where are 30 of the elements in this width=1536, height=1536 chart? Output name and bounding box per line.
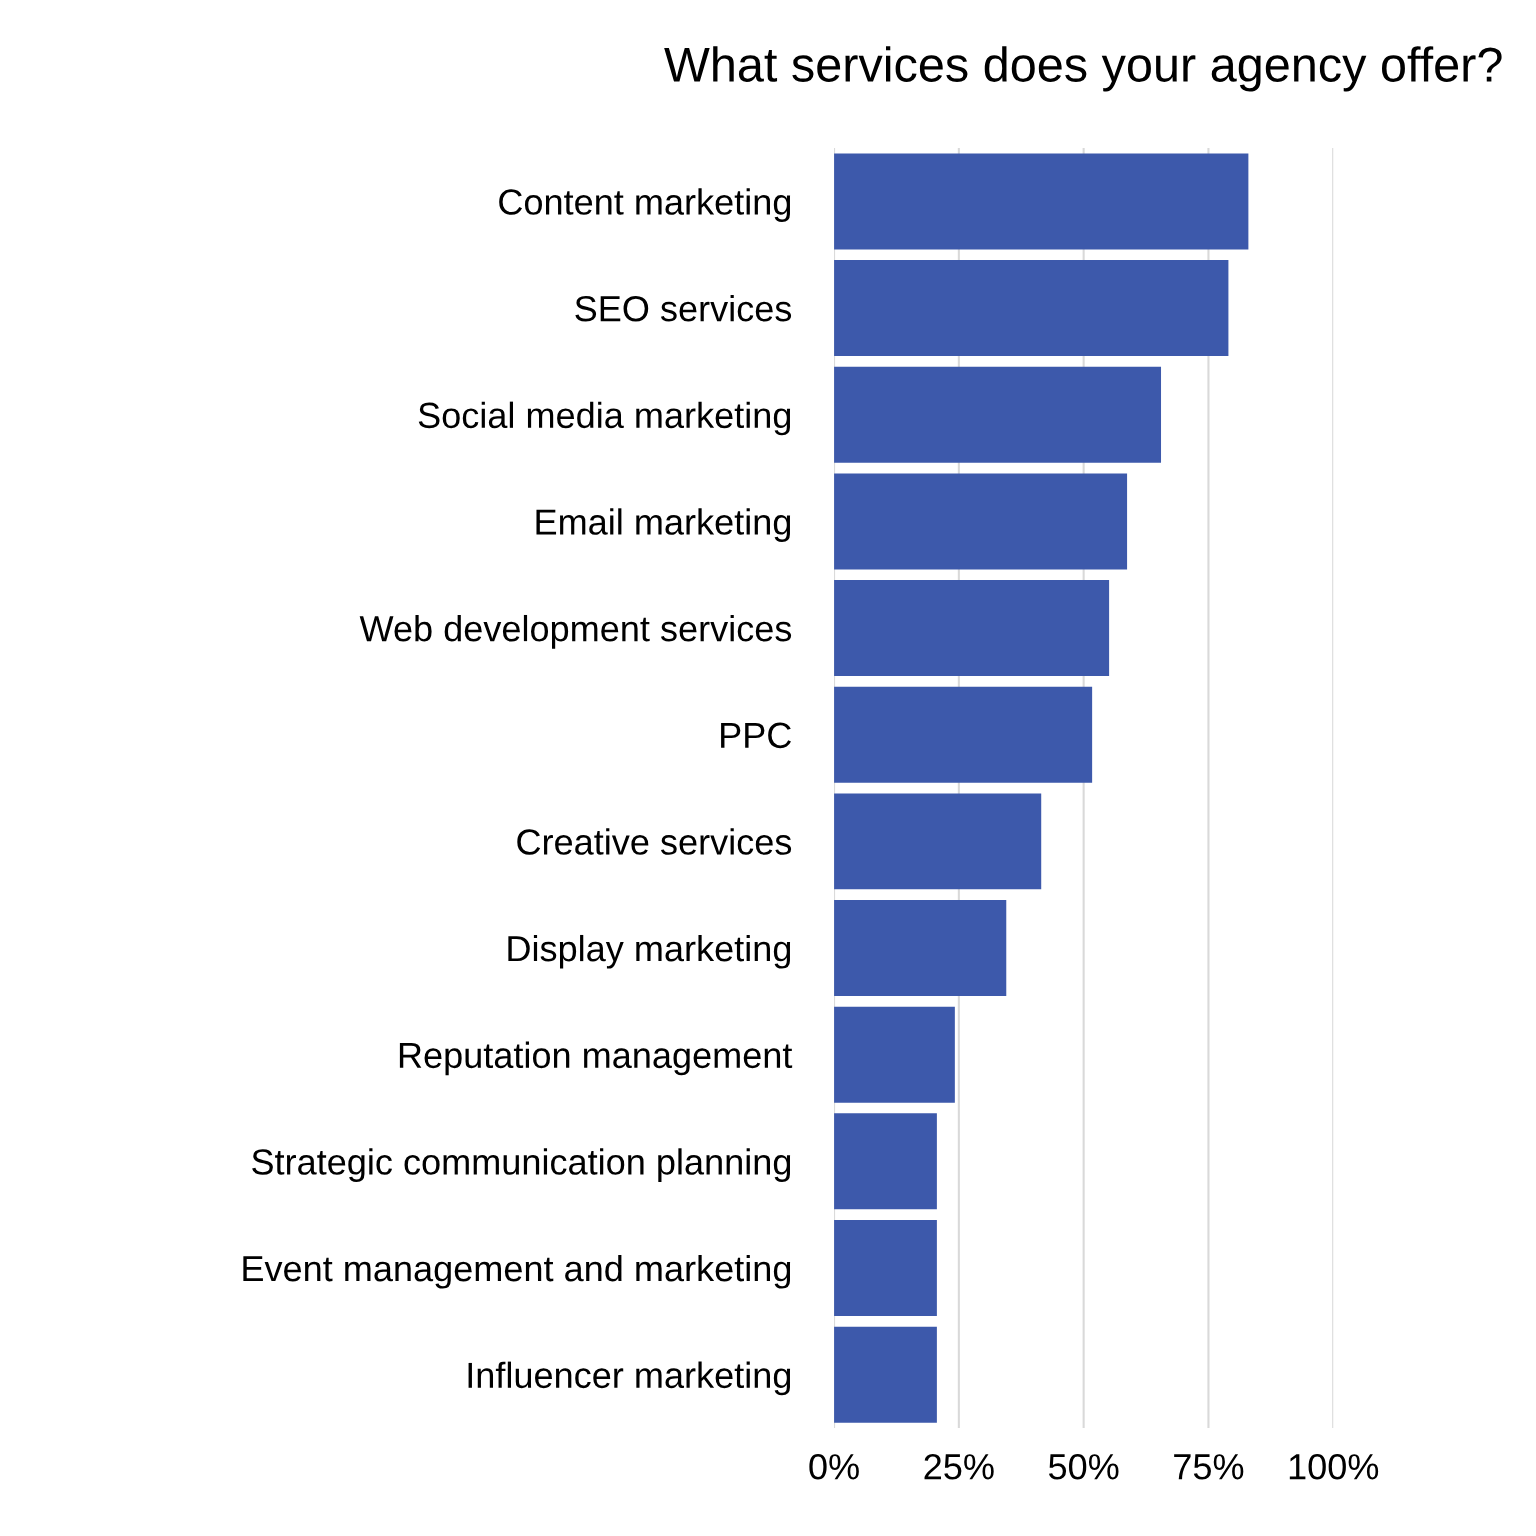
x-tick-label: 25% [924, 1453, 994, 1480]
chart-title: What services does your agency offer? [664, 46, 1502, 92]
y-tick-label: Display marketing [508, 934, 791, 969]
y-tick-label: Reputation management [399, 1041, 793, 1076]
bar [834, 1220, 937, 1317]
y-tick-label: Social media marketing [418, 401, 791, 436]
bar [834, 366, 1162, 463]
x-tick-label: 50% [1048, 1453, 1119, 1480]
y-tick-label: Creative services [517, 828, 792, 855]
y-tick-label: Web development services [359, 614, 792, 649]
bar [834, 260, 1229, 357]
y-tick-label: Influencer marketing [468, 1361, 791, 1396]
bar [834, 900, 1007, 997]
bar [834, 580, 1110, 677]
bar [834, 1113, 937, 1210]
bar [834, 473, 1128, 570]
bar [834, 793, 1042, 890]
y-tick-label: Event management and marketing [243, 1254, 791, 1289]
y-tick-label: PPC [721, 722, 791, 749]
x-tick-label: 100% [1289, 1453, 1379, 1480]
y-tick-label: Content marketing [499, 188, 791, 222]
x-tick-label: 0% [809, 1453, 859, 1480]
y-tick-label: Email marketing [536, 508, 791, 542]
bar [834, 153, 1249, 250]
bar [834, 1006, 955, 1103]
x-tick-label: 75% [1174, 1454, 1244, 1480]
bar [834, 686, 1093, 783]
y-tick-label: Strategic communication planning [252, 1148, 791, 1182]
bar [834, 1326, 937, 1423]
y-tick-label: SEO services [575, 294, 792, 322]
